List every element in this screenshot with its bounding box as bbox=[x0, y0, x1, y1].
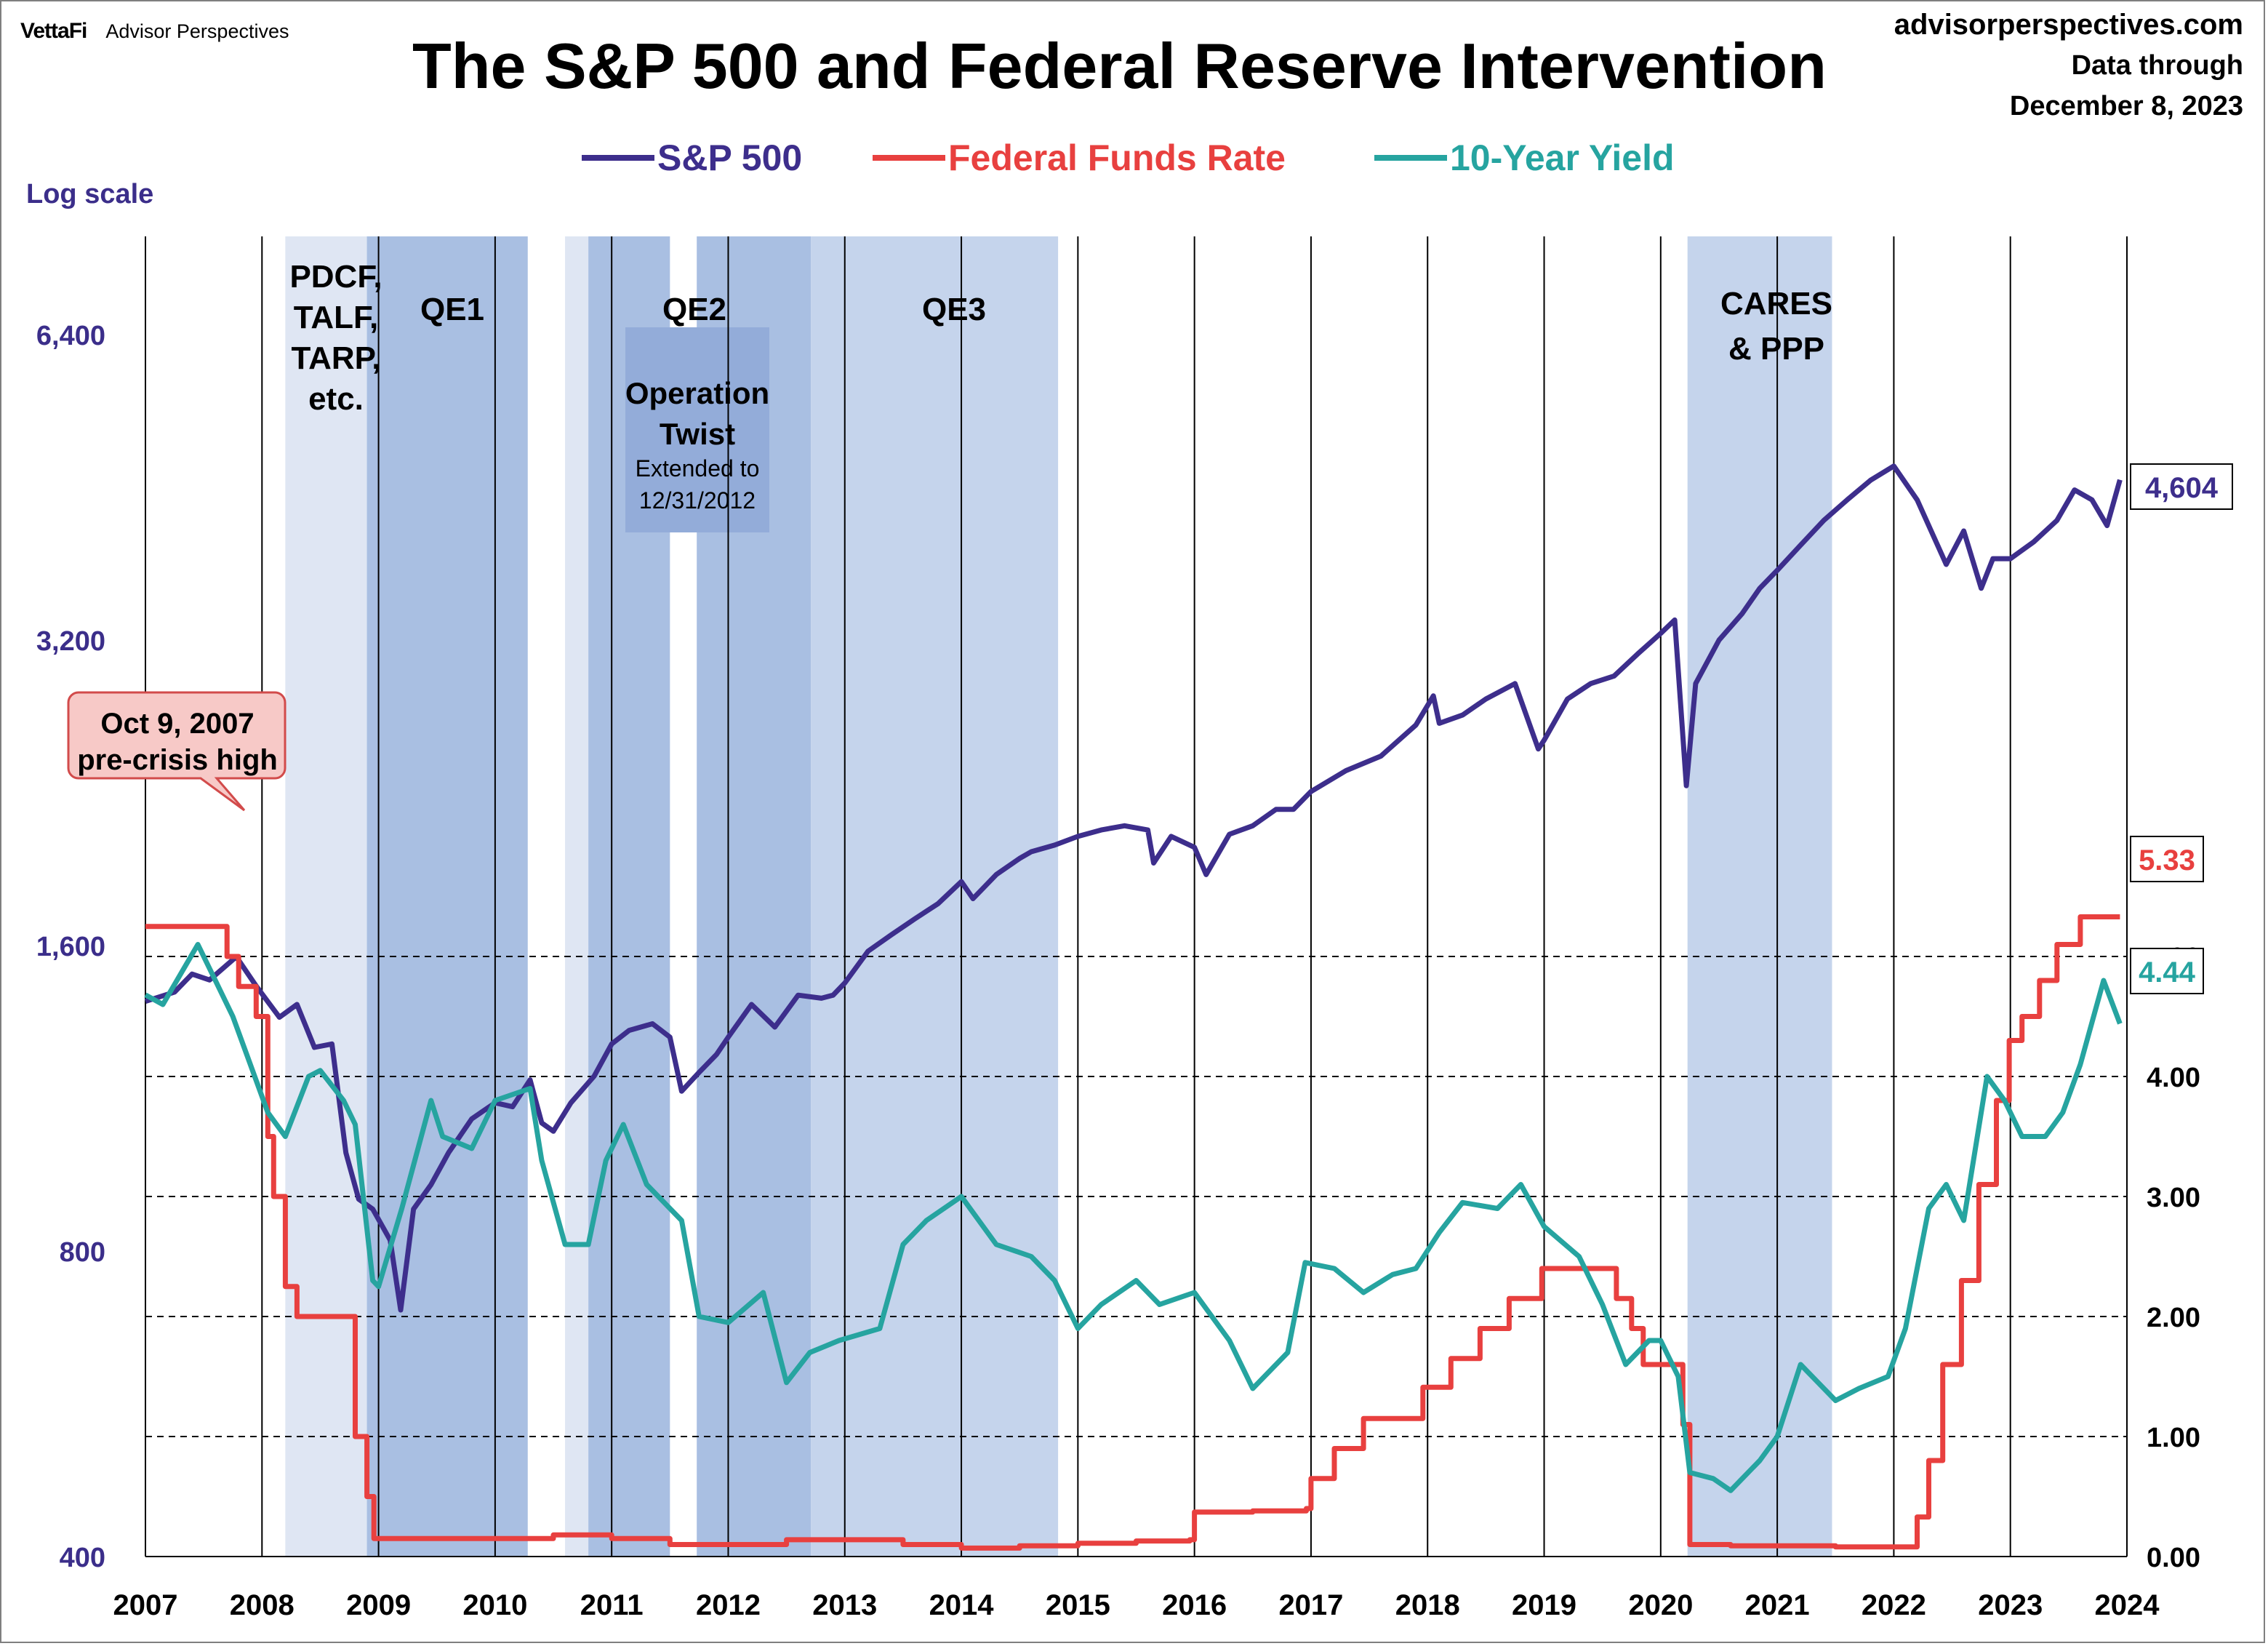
x-tick-label-2022: 2022 bbox=[1862, 1589, 1926, 1621]
twist-label-0: Operation bbox=[625, 376, 769, 410]
source-line1: Data through bbox=[2071, 50, 2243, 81]
legend-swatch-tenyear bbox=[1374, 155, 1447, 161]
legend-swatch-fedfunds bbox=[873, 155, 945, 161]
legend-item-fedfunds: Federal Funds Rate bbox=[873, 132, 1286, 183]
callout-text-1: pre-crisis high bbox=[77, 744, 278, 776]
x-tick-label-2010: 2010 bbox=[462, 1589, 527, 1621]
log-scale-note: Log scale bbox=[26, 179, 154, 209]
x-tick-label-2011: 2011 bbox=[580, 1589, 644, 1621]
x-tick-label-2014: 2014 bbox=[929, 1589, 995, 1621]
end-label-fedfunds: 5.33 bbox=[2139, 844, 2195, 876]
right-tick-label-0: 0.00 bbox=[2147, 1543, 2200, 1573]
legend-item-tenyear: 10-Year Yield bbox=[1374, 132, 1675, 183]
x-tick-label-2008: 2008 bbox=[230, 1589, 294, 1621]
callout-text-0: Oct 9, 2007 bbox=[100, 708, 254, 740]
end-label-sp500: 4,604 bbox=[2145, 472, 2219, 504]
x-tick-label-2024: 2024 bbox=[2095, 1589, 2160, 1621]
right-tick-label-1: 1.00 bbox=[2147, 1423, 2200, 1453]
band-label-1-0: QE1 bbox=[420, 292, 484, 327]
right-tick-label-3: 3.00 bbox=[2147, 1183, 2200, 1213]
left-tick-label-2: 1,600 bbox=[36, 932, 105, 962]
legend-label-sp500: S&P 500 bbox=[657, 137, 803, 178]
brand: VettaFi Advisor Perspectives bbox=[20, 19, 289, 44]
x-tick-label-2021: 2021 bbox=[1745, 1589, 1810, 1621]
band-label-6-1: & PPP bbox=[1728, 331, 1824, 367]
end-label-box-fedfunds bbox=[2130, 836, 2204, 882]
series-line-tenyear bbox=[144, 942, 2123, 1493]
source-line2: December 8, 2023 bbox=[2009, 91, 2243, 121]
band-label-5-0: QE3 bbox=[922, 292, 986, 327]
chart-title: The S&P 500 and Federal Reserve Interven… bbox=[412, 30, 1827, 102]
x-tick-label-2020: 2020 bbox=[1628, 1589, 1693, 1621]
left-tick-label-4: 6,400 bbox=[36, 321, 105, 351]
left-tick-label-1: 800 bbox=[60, 1237, 105, 1268]
x-tick-label-2015: 2015 bbox=[1046, 1589, 1110, 1621]
twist-label-1: Twist bbox=[660, 417, 735, 451]
legend: S&P 500 Federal Funds Rate 10-Year Yield bbox=[0, 132, 2268, 183]
band-label-0-3: etc. bbox=[308, 381, 364, 417]
band-label-6-0: CARES bbox=[1720, 286, 1832, 321]
intervention-band-1 bbox=[366, 236, 528, 1557]
brand-name: Advisor Perspectives bbox=[105, 20, 289, 42]
x-tick-label-2012: 2012 bbox=[696, 1589, 761, 1621]
intervention-band-2 bbox=[565, 236, 589, 1557]
intervention-band-5 bbox=[811, 236, 1059, 1557]
x-tick-label-2009: 2009 bbox=[346, 1589, 411, 1621]
twist-note-1: 12/31/2012 bbox=[639, 487, 756, 514]
x-tick-label-2016: 2016 bbox=[1162, 1589, 1227, 1621]
left-tick-label-0: 400 bbox=[60, 1543, 105, 1573]
series-line-fedfunds bbox=[145, 914, 2120, 1551]
vettafi-logo: VettaFi bbox=[20, 19, 87, 43]
x-tick-label-2018: 2018 bbox=[1395, 1589, 1460, 1621]
legend-item-sp500: S&P 500 bbox=[582, 132, 802, 183]
x-tick-label-2007: 2007 bbox=[113, 1589, 178, 1621]
end-label-box-sp500 bbox=[2130, 463, 2233, 510]
x-tick-label-2023: 2023 bbox=[1978, 1589, 2043, 1621]
series-line-sp500 bbox=[144, 463, 2123, 1313]
end-label-box-tenyear bbox=[2130, 948, 2204, 994]
legend-label-fedfunds: Federal Funds Rate bbox=[948, 137, 1286, 178]
band-label-0-0: PDCF, bbox=[289, 259, 382, 295]
right-tick-label-4: 4.00 bbox=[2147, 1063, 2200, 1093]
x-tick-label-2013: 2013 bbox=[812, 1589, 877, 1621]
qe2-label: QE2 bbox=[662, 292, 726, 327]
legend-label-tenyear: 10-Year Yield bbox=[1450, 137, 1675, 178]
x-tick-label-2017: 2017 bbox=[1278, 1589, 1343, 1621]
x-tick-label-2019: 2019 bbox=[1512, 1589, 1576, 1621]
end-label-tenyear: 4.44 bbox=[2139, 956, 2196, 988]
source-site: advisorperspectives.com bbox=[1894, 9, 2243, 41]
source-block: advisorperspectives.com Data through Dec… bbox=[1894, 4, 2243, 127]
callout-box bbox=[67, 691, 286, 812]
operation-twist-box bbox=[625, 327, 769, 532]
left-tick-label-3: 3,200 bbox=[36, 626, 105, 657]
twist-note-0: Extended to bbox=[636, 455, 760, 482]
band-label-0-2: TARP, bbox=[291, 340, 380, 376]
right-tick-label-2: 2.00 bbox=[2147, 1303, 2200, 1333]
legend-swatch-sp500 bbox=[582, 155, 654, 161]
intervention-band-6 bbox=[1687, 236, 1832, 1557]
band-label-0-1: TALF, bbox=[294, 300, 379, 335]
